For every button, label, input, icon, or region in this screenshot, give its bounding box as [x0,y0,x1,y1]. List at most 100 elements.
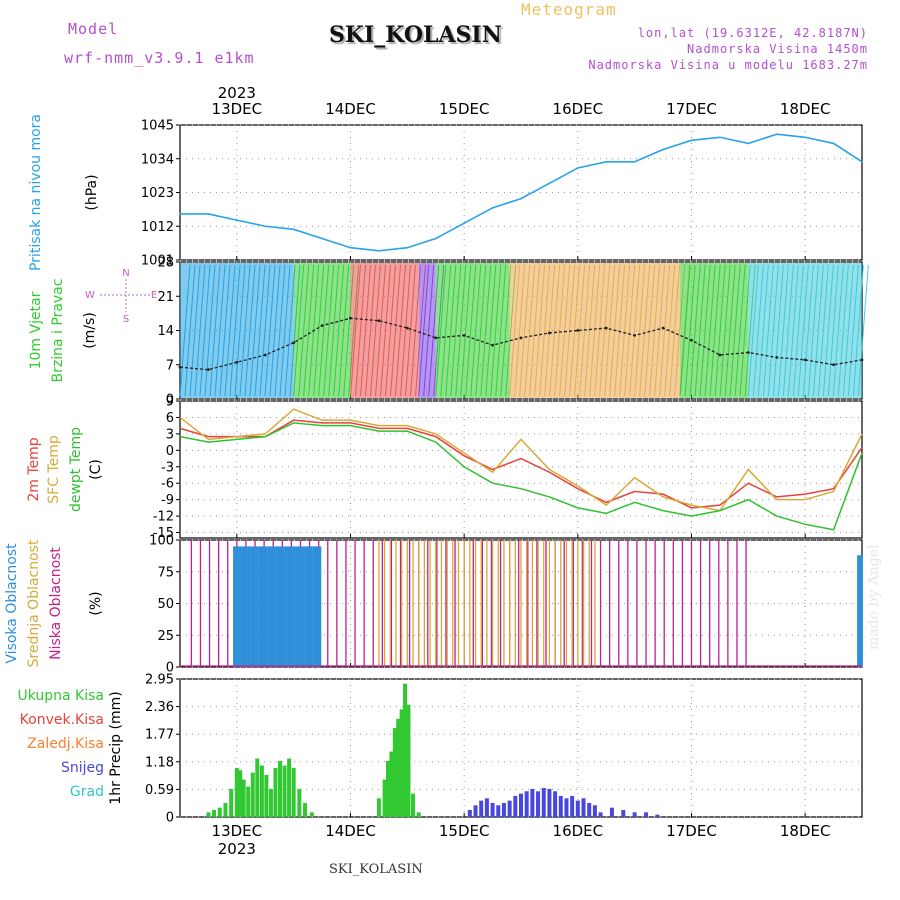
wind-barb [529,264,541,397]
wind-barb [269,264,281,397]
snow-bar [575,800,580,817]
wind-speed-point [746,351,750,354]
wind-barb [293,264,305,397]
lonlat-label: lon,lat (19.6312E, 42.8187N) [637,26,868,40]
wind-barb [360,264,371,397]
y-tick-label-pressure: 1012 [141,220,174,235]
total-precip-bar [241,779,246,817]
wind-barb [194,264,206,397]
wind-barb [787,264,799,397]
wind-barb [400,264,411,397]
y-tick-label-precip: 0 [166,811,174,826]
wind-barb [689,264,701,397]
wind-barb [274,264,286,397]
y-tick-label-temperature: -6 [161,477,174,492]
wind-barb [539,264,551,397]
y-axis-unit-clouds: (%) [88,591,104,615]
wind-speed-point [519,336,523,340]
wind-barb [767,264,779,397]
temp-sfc-line [179,408,863,512]
total-precip-bar [264,774,269,817]
y-tick-label-precip: 1.18 [145,755,174,770]
wind-barb [405,264,416,397]
model-elevation-label: Nadmorska Visina u modelu 1683.27m [588,58,868,72]
wind-barb [857,264,869,397]
wind-barb [219,264,231,397]
wind-barb [847,264,859,397]
wind-barb [184,264,196,397]
y-tick-label-pressure: 1045 [141,119,174,134]
snow-bar [644,812,649,817]
snow-bar [632,812,637,817]
wind-barb [470,264,482,397]
wind-barb [514,264,526,397]
y-tick-label-wind: 0 [166,393,174,408]
bottom-axis-tick-label: 14DEC [325,822,376,840]
wind-barb [704,264,716,397]
wind-barb [254,264,266,397]
wind-barb [752,264,764,397]
wind-dir-label: S [123,314,129,325]
total-precip-bar [206,812,211,817]
wind-speed-point [462,333,466,337]
snow-bar [467,809,472,817]
y-axis-label-dewpt-temp: dewpt Temp [68,427,84,512]
pressure-point [406,246,409,249]
wind-barb [323,264,335,397]
wind-barb [559,264,571,397]
wind-barb [654,264,666,397]
wind-barb [762,264,774,397]
wind-barb [418,264,430,397]
wind-barb [734,264,746,397]
y-tick-label-wind: 7 [166,358,174,373]
y-tick-label-temperature: -15 [153,526,174,541]
y-tick-label-clouds: 75 [157,565,174,580]
pressure-point [832,142,835,145]
wind-barb [390,264,401,397]
pressure-point [861,161,863,163]
y-tick-label-clouds: 100 [149,534,174,549]
wind-speed-point [405,326,409,330]
top-axis-tick-label: 17DEC [666,100,717,118]
total-precip-bar [268,788,273,817]
wind-barb [189,264,201,397]
wind-barb [802,264,814,397]
model-label: Model [68,20,119,38]
snow-bar [558,795,563,817]
top-axis-tick-label: 18DEC [780,100,831,118]
wind-barb [644,264,656,397]
y-tick-label-precip: 2.95 [145,673,174,688]
wind-barb [747,264,759,397]
bottom-axis-tick-label: 17DEC [666,822,717,840]
wind-speed-point [775,356,779,359]
snow-bar [547,788,552,817]
temp-dewpt-line [179,422,863,531]
wind-barb [699,264,711,397]
wind-barb [669,264,681,397]
total-precip-bar [291,767,296,817]
wind-barb [234,264,246,397]
wind-barb [490,264,502,397]
snow-bar [570,795,575,817]
precip-legend-item: Ukupna Kisa [17,688,104,704]
y-tick-label-temperature: 0 [166,444,174,459]
wind-barb [827,264,839,397]
panel-frame-temperature [179,400,863,539]
snow-bar [473,805,478,817]
snow-bar [490,802,495,817]
snow-bar [553,791,558,817]
wind-barb [564,264,576,397]
total-precip-bar [303,802,308,817]
total-precip-bar [382,779,387,817]
wind-barb [179,264,191,397]
wind-barb [455,264,467,397]
pressure-point [690,139,693,142]
total-precip-bar [392,728,397,817]
wind-barb [259,264,271,397]
y-tick-label-precip: 2.36 [145,700,174,715]
wind-barb [589,264,601,397]
wind-speed-point [661,326,665,330]
wind-speed-point [548,331,551,335]
wind-speed-point [690,338,693,342]
